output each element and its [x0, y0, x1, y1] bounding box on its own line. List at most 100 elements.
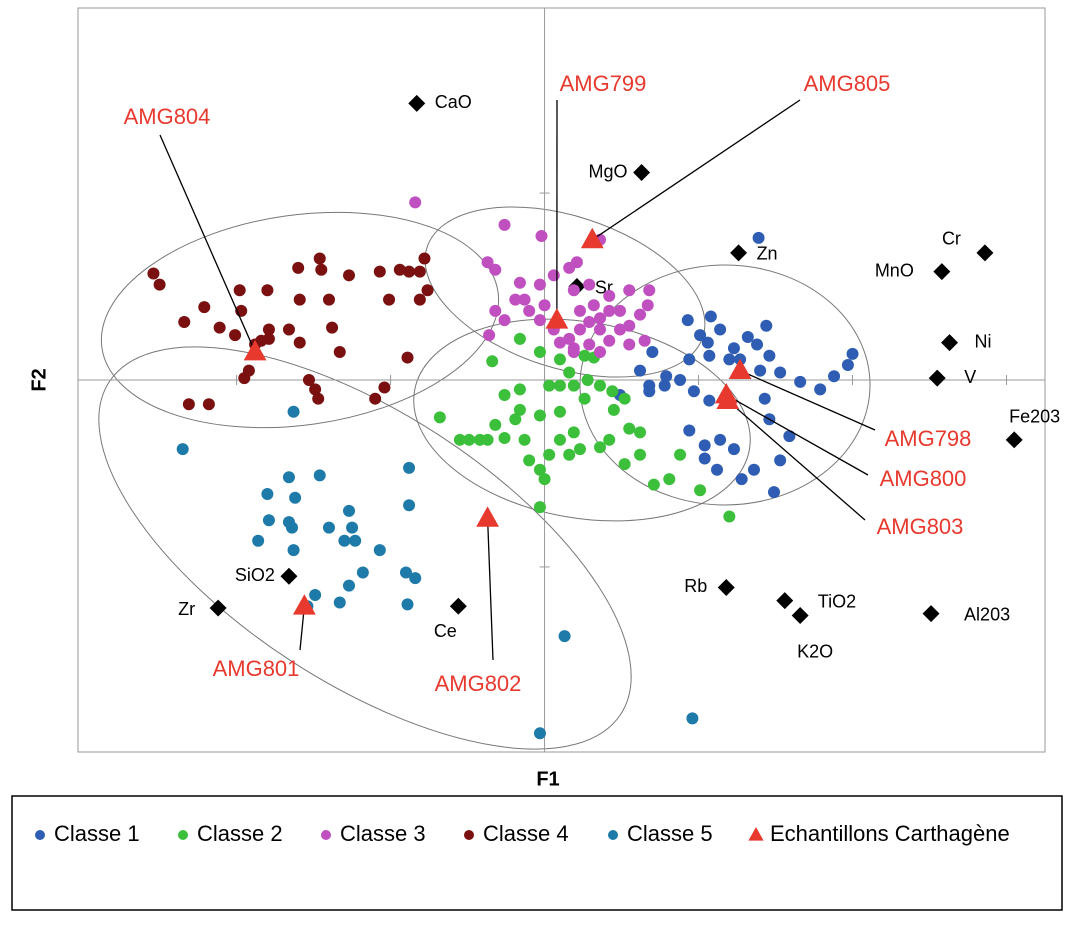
data-point	[178, 316, 190, 328]
data-point	[554, 380, 566, 392]
data-point	[606, 385, 618, 397]
data-point	[828, 370, 840, 382]
legend-marker	[608, 830, 618, 840]
data-point	[554, 337, 566, 349]
data-point	[534, 727, 546, 739]
legend-label: Classe 5	[627, 821, 713, 846]
data-point	[688, 385, 700, 397]
data-point	[238, 372, 250, 384]
data-point	[603, 434, 615, 446]
data-point	[663, 473, 675, 485]
data-point	[554, 406, 566, 418]
data-point	[283, 324, 295, 336]
variable-label: V	[964, 367, 976, 387]
data-point	[374, 266, 386, 278]
variable-label: TiO2	[818, 591, 856, 611]
data-point	[183, 398, 195, 410]
data-point	[594, 324, 606, 336]
sample-label: AMG799	[560, 71, 647, 96]
data-point	[619, 458, 631, 470]
data-point	[535, 230, 547, 242]
data-point	[294, 337, 306, 349]
data-point	[346, 522, 358, 534]
sample-label: AMG802	[435, 671, 522, 696]
data-point	[648, 479, 660, 491]
data-point	[229, 329, 241, 341]
data-point	[283, 471, 295, 483]
legend	[12, 796, 1062, 910]
data-point	[418, 252, 430, 264]
data-point	[623, 284, 635, 296]
data-point	[514, 277, 526, 289]
data-point	[147, 267, 159, 279]
legend-marker	[321, 830, 331, 840]
data-point	[603, 335, 615, 347]
variable-label: SiO2	[235, 565, 275, 585]
data-point	[402, 352, 414, 364]
sample-label: AMG803	[877, 514, 964, 539]
x-axis-label: F1	[536, 768, 559, 790]
variable-label: Fe203	[1009, 407, 1060, 427]
data-point	[263, 324, 275, 336]
sample-label: AMG804	[124, 104, 211, 129]
legend-label: Classe 1	[54, 821, 140, 846]
data-point	[286, 522, 298, 534]
data-point	[559, 630, 571, 642]
data-point	[289, 492, 301, 504]
data-point	[603, 290, 615, 302]
data-point	[705, 310, 717, 322]
data-point	[753, 232, 765, 244]
variable-label: Rb	[684, 576, 707, 596]
data-point	[682, 314, 694, 326]
data-point	[563, 449, 575, 461]
data-point	[534, 410, 546, 422]
data-point	[623, 320, 635, 332]
data-point	[714, 434, 726, 446]
data-point	[383, 294, 395, 306]
data-point	[402, 598, 414, 610]
data-point	[214, 322, 226, 334]
data-point	[643, 284, 655, 296]
data-point	[414, 294, 426, 306]
data-point	[642, 299, 654, 311]
data-point	[623, 423, 635, 435]
data-point	[742, 331, 754, 343]
sample-label: AMG801	[213, 656, 300, 681]
data-point	[594, 312, 606, 324]
data-point	[343, 580, 355, 592]
data-point	[583, 316, 595, 328]
data-point	[338, 535, 350, 547]
data-point	[751, 338, 763, 350]
data-point	[534, 314, 546, 326]
data-point	[414, 266, 426, 278]
data-point	[699, 453, 711, 465]
data-point	[723, 510, 735, 522]
data-point	[623, 338, 635, 350]
data-point	[723, 353, 735, 365]
data-point	[694, 329, 706, 341]
legend-label: Classe 4	[483, 821, 569, 846]
data-point	[760, 320, 772, 332]
data-point	[489, 264, 501, 276]
data-point	[334, 596, 346, 608]
data-point	[369, 393, 381, 405]
data-point	[634, 449, 646, 461]
data-point	[343, 269, 355, 281]
data-point	[523, 305, 535, 317]
data-point	[261, 488, 273, 500]
data-point	[288, 544, 300, 556]
data-point	[309, 589, 321, 601]
data-point	[768, 486, 780, 498]
data-point	[309, 383, 321, 395]
data-point	[659, 380, 671, 392]
data-point	[539, 299, 551, 311]
data-point	[343, 505, 355, 517]
data-point	[539, 473, 551, 485]
variable-label: Cr	[942, 229, 961, 249]
data-point	[774, 367, 786, 379]
data-point	[603, 305, 615, 317]
data-point	[594, 441, 606, 453]
data-point	[409, 572, 421, 584]
data-point	[519, 434, 531, 446]
